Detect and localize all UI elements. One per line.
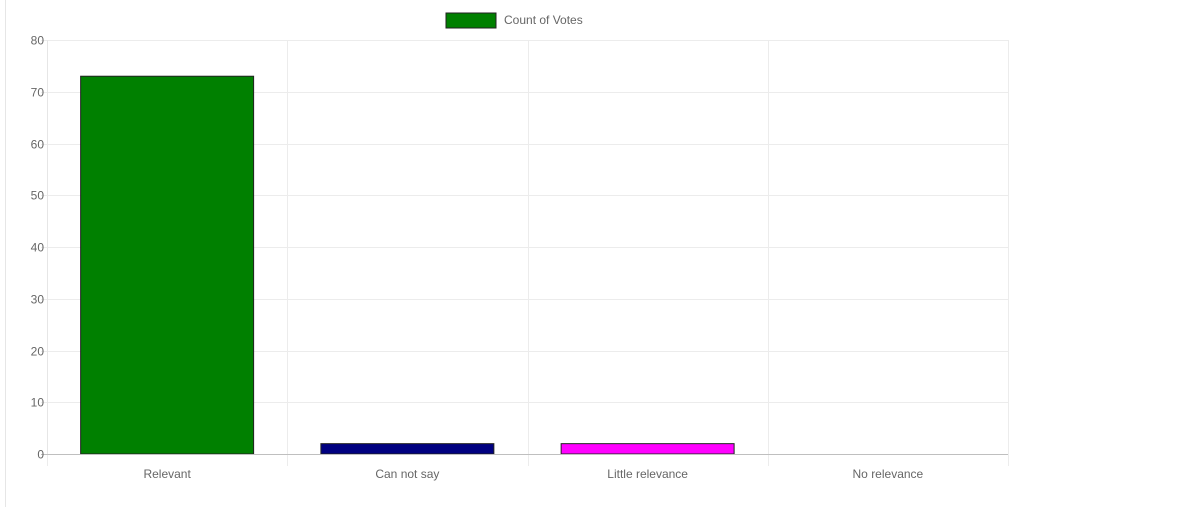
x-tick-label: Little relevance — [607, 467, 688, 481]
axes — [41, 40, 1008, 455]
legend-swatch[interactable] — [445, 12, 497, 29]
y-tick-label: 0 — [37, 448, 44, 462]
bar-relevant[interactable] — [80, 75, 255, 455]
y-tick-label: 20 — [31, 345, 45, 359]
x-tick-label: Can not say — [375, 467, 439, 481]
y-tick-label: 10 — [31, 396, 45, 410]
y-tick-label: 70 — [31, 86, 45, 100]
bar-can-not-say[interactable] — [320, 443, 495, 455]
legend[interactable]: Count of Votes — [445, 12, 583, 29]
y-tick-labels: 0 10 20 30 40 50 60 70 80 — [31, 34, 45, 462]
x-tick-labels: Relevant Can not say Little relevance No re… — [143, 467, 923, 481]
y-tick-label: 80 — [31, 34, 45, 48]
frame-left-border — [5, 0, 6, 507]
bars — [80, 75, 735, 455]
x-tick-label: Relevant — [143, 467, 191, 481]
y-tick-label: 50 — [31, 189, 45, 203]
bar-little-relevance[interactable] — [560, 443, 735, 455]
y-tick-label: 40 — [31, 241, 45, 255]
x-tick-label: No relevance — [853, 467, 924, 481]
legend-label[interactable]: Count of Votes — [504, 13, 583, 27]
y-tick-label: 30 — [31, 293, 45, 307]
y-tick-label: 60 — [31, 138, 45, 152]
